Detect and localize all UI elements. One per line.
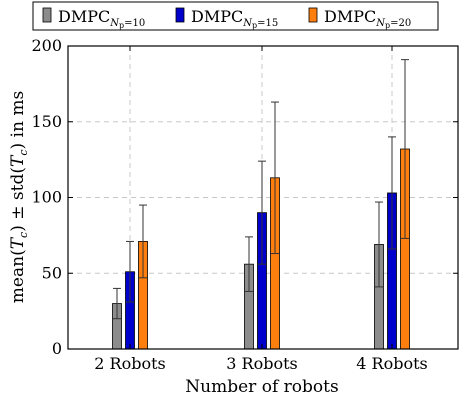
legend-label: DMPCNp=10 bbox=[58, 7, 145, 30]
x-tick-label: 4 Robots bbox=[356, 354, 427, 373]
y-tick-label: 200 bbox=[31, 36, 62, 55]
y-axis-ticks: 0 50 100 150 200 bbox=[31, 36, 458, 358]
x-axis-label: Number of robots bbox=[185, 377, 338, 397]
y-tick-label: 50 bbox=[42, 263, 62, 282]
legend-swatch bbox=[42, 7, 52, 23]
legend-label: DMPCNp=15 bbox=[191, 7, 278, 30]
y-tick-label: 0 bbox=[52, 339, 62, 358]
legend-entry: DMPCNp=15 bbox=[175, 7, 278, 30]
x-axis-ticks: 2 Robots 3 Robots 4 Robots bbox=[94, 46, 428, 373]
y-axis-label: mean(Tc) ± std(Tc) in ms bbox=[8, 91, 30, 303]
legend-swatch bbox=[175, 7, 185, 23]
y-tick-label: 100 bbox=[31, 188, 62, 207]
y-tick-label: 150 bbox=[31, 112, 62, 131]
legend-entry: DMPCNp=20 bbox=[308, 7, 411, 30]
bars bbox=[112, 59, 410, 350]
legend-label: DMPCNp=20 bbox=[324, 7, 411, 30]
x-tick-label: 2 Robots bbox=[94, 354, 165, 373]
legend-entry: DMPCNp=10 bbox=[42, 7, 145, 30]
x-tick-label: 3 Robots bbox=[226, 354, 297, 373]
legend: DMPCNp=10 DMPCNp=15 DMPCNp=20 bbox=[32, 1, 439, 31]
svg-text:mean(Tc) ± std(Tc) in ms: mean(Tc) ± std(Tc) in ms bbox=[8, 91, 30, 303]
legend-box bbox=[32, 1, 439, 31]
legend-swatch bbox=[308, 7, 318, 23]
